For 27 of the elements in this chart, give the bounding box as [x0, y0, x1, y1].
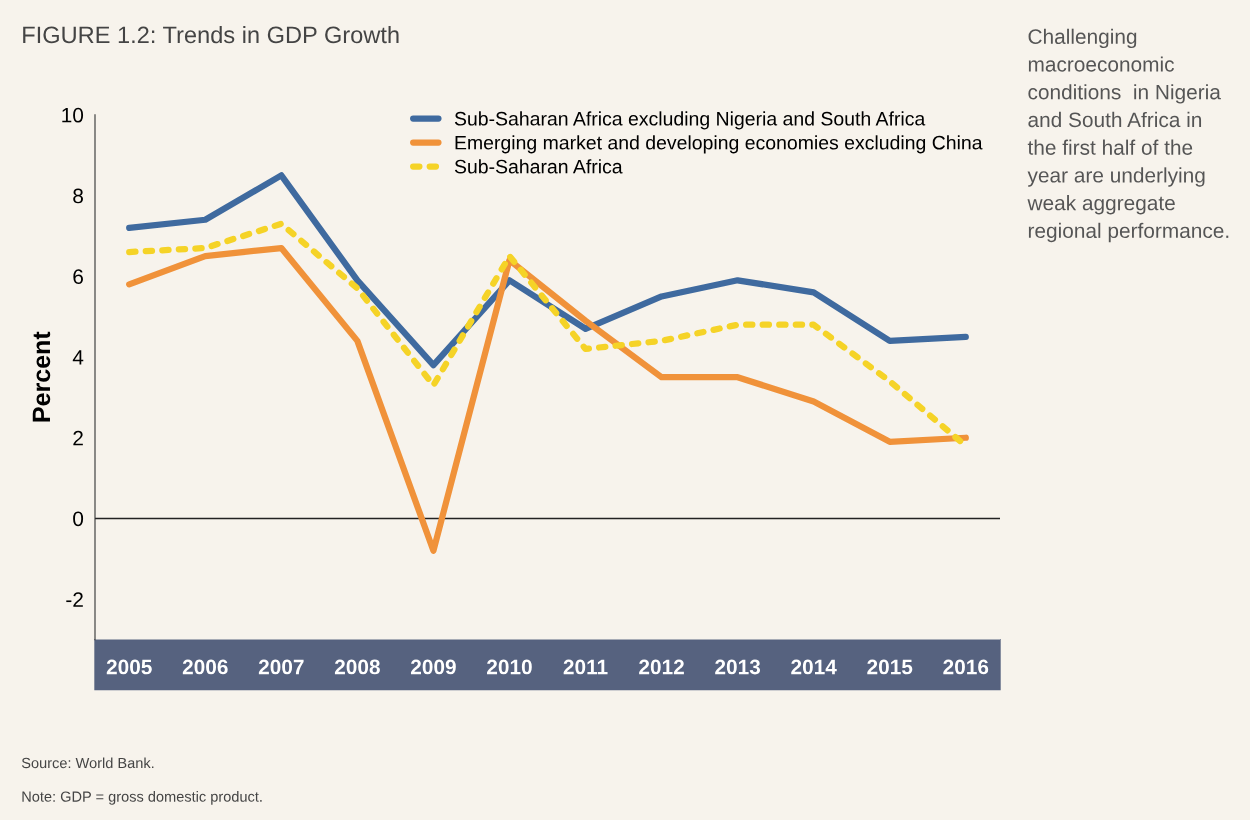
legend-label: Sub-Saharan Africa [454, 159, 623, 174]
x-tick-label: 2014 [791, 659, 837, 675]
legend-label: Emerging market and developing economies excluding China [455, 135, 983, 154]
chart-title: FIGURE 1.2: Trends in GDP Growth [23, 25, 399, 44]
y-tick-label: 6 [73, 269, 83, 285]
source-note: Source: World Bank. [21, 757, 154, 769]
y-tick-label: 0 [73, 511, 84, 527]
x-tick-label: 2008 [334, 659, 380, 675]
x-tick-label: 2009 [410, 659, 456, 675]
x-tick-label: 2011 [563, 659, 608, 675]
y-tick-label: 8 [73, 188, 83, 204]
y-tick-label: -2 [66, 592, 83, 607]
y-tick-label: 2 [73, 430, 83, 446]
text: Challenging macroeconomic conditions in Nigeria and South Africa in the first half of the year are underlying weak aggregate regional performance. [1027, 28, 1229, 243]
x-tick-label: 2015 [867, 659, 913, 675]
y-axis-title: Percent [32, 331, 51, 422]
x-tick-label: 2013 [715, 659, 761, 675]
x-tick-label: 2010 [487, 659, 532, 675]
x-tick-label: 2012 [639, 659, 684, 675]
x-tick-label: 2005 [106, 659, 152, 675]
text: Note: GDP = gross domestic product. [22, 791, 262, 805]
legend-label: Sub-Saharan Africa excluding Nigeria and South Africa [454, 111, 926, 130]
y-tick-label: 10 [62, 107, 84, 123]
x-tick-label: 2007 [258, 659, 304, 675]
y-tick-label: 4 [72, 350, 84, 365]
x-tick-label: 2006 [182, 659, 228, 675]
x-tick-label: 2016 [943, 659, 989, 675]
